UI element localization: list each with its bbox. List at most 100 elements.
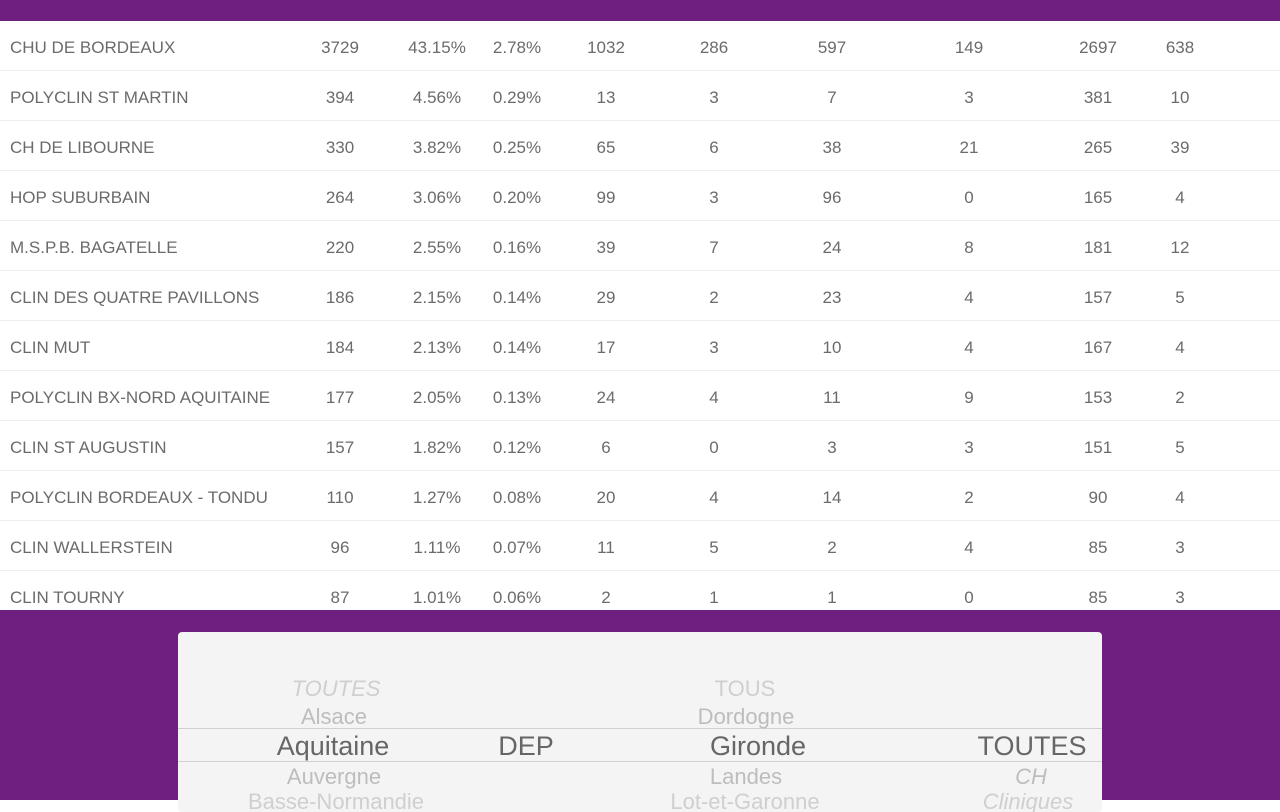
cell-share-percent: 3.82% <box>412 138 462 157</box>
cell-establishment-name: POLYCLIN ST MARTIN <box>10 88 189 107</box>
cell-total-count: 96 <box>330 538 350 557</box>
cell-col-7: 4 <box>964 538 974 557</box>
cell-col-6: 1 <box>827 588 837 607</box>
scope-option-selected[interactable]: DEP <box>498 731 554 761</box>
department-option-below-2[interactable]: Lot-et-Garonne <box>670 789 820 812</box>
cell-share-percent: 2.13% <box>412 338 462 357</box>
department-option-above-1[interactable]: Dordogne <box>697 704 795 729</box>
type-option-selected[interactable]: TOUTES <box>977 731 1087 761</box>
hospital-table[interactable]: CHU DE BORDEAUX 3729 43.15% 2.78% 1032 286 597… <box>0 21 1280 610</box>
row-divider <box>0 120 1280 121</box>
cell-establishment-name: POLYCLIN BX-NORD AQUITAINE <box>10 388 271 407</box>
cell-col-4: 2 <box>601 588 611 607</box>
cell-col-5: 7 <box>709 238 719 257</box>
cell-national-percent: 0.25% <box>492 138 542 157</box>
cell-col-7: 3 <box>964 88 974 107</box>
cell-col-5: 0 <box>709 438 719 457</box>
cell-total-count: 110 <box>326 488 354 507</box>
cell-col-9: 4 <box>1175 488 1185 507</box>
cell-col-8: 165 <box>1083 188 1113 207</box>
cell-national-percent: 0.14% <box>492 338 542 357</box>
cell-total-count: 157 <box>325 438 355 457</box>
cell-col-5: 2 <box>709 288 719 307</box>
row-divider <box>0 170 1280 171</box>
table-row[interactable]: CHU DE BORDEAUX 3729 43.15% 2.78% 1032 286 597… <box>0 21 1280 71</box>
cell-establishment-name: POLYCLIN BORDEAUX - TONDU <box>10 488 268 507</box>
cell-col-8: 181 <box>1083 238 1113 257</box>
table-row[interactable]: POLYCLIN ST MARTIN 394 4.56% 0.29% 13 3 7 3 381 1… <box>0 71 1280 121</box>
cell-col-5: 5 <box>709 538 719 557</box>
cell-establishment-name: CHU DE BORDEAUX <box>10 38 176 57</box>
cell-col-8: 265 <box>1083 138 1113 157</box>
table-row[interactable]: CLIN ST AUGUSTIN 157 1.82% 0.12% 6 0 3 3 151 5 <box>0 421 1280 471</box>
top-bar <box>0 0 1280 21</box>
table-row[interactable]: HOP SUBURBAIN 264 3.06% 0.20% 99 3 96 0 165 4 <box>0 171 1280 221</box>
cell-total-count: 330 <box>325 138 355 157</box>
cell-col-9: 2 <box>1175 388 1185 407</box>
cell-col-8: 381 <box>1083 88 1113 107</box>
type-option-below-2[interactable]: Cliniques <box>982 789 1074 812</box>
cell-total-count: 186 <box>325 288 355 307</box>
cell-col-4: 11 <box>597 538 615 557</box>
table-row[interactable]: POLYCLIN BORDEAUX - TONDU 110 1.27% 0.08% 20… <box>0 471 1280 521</box>
cell-col-4: 29 <box>596 288 616 307</box>
department-option-below-1[interactable]: Landes <box>709 764 783 789</box>
cell-national-percent: 0.16% <box>492 238 542 257</box>
table-row[interactable]: CLIN MUT 184 2.13% 0.14% 17 3 10 4 167 4 <box>0 321 1280 371</box>
cell-col-9: 5 <box>1175 438 1185 457</box>
row-divider <box>0 470 1280 471</box>
cell-national-percent: 0.06% <box>492 588 542 607</box>
cell-col-9: 3 <box>1175 538 1185 557</box>
cell-col-4: 1032 <box>587 38 625 57</box>
row-divider <box>0 420 1280 421</box>
filter-picker[interactable]: TOUTES Alsace Aquitaine Auvergne Basse-N… <box>178 632 1102 812</box>
cell-col-4: 20 <box>596 488 616 507</box>
region-option-below-1[interactable]: Auvergne <box>286 764 382 789</box>
cell-col-9: 10 <box>1170 88 1190 107</box>
cell-share-percent: 4.56% <box>412 88 462 107</box>
row-divider <box>0 270 1280 271</box>
cell-col-7: 21 <box>959 138 979 157</box>
cell-col-8: 167 <box>1083 338 1113 357</box>
table-row[interactable]: M.S.P.B. BAGATELLE 220 2.55% 0.16% 39 7 24 8 181… <box>0 221 1280 271</box>
cell-col-6: 24 <box>822 238 842 257</box>
cell-national-percent: 0.08% <box>492 488 542 507</box>
cell-col-6: 38 <box>822 138 842 157</box>
table-row[interactable]: CLIN DES QUATRE PAVILLONS 186 2.15% 0.14% 29… <box>0 271 1280 321</box>
cell-col-9: 5 <box>1175 288 1185 307</box>
cell-col-5: 1 <box>709 588 719 607</box>
region-option-below-2[interactable]: Basse-Normandie <box>247 789 425 812</box>
table-row[interactable]: CLIN TOURNY 87 1.01% 0.06% 2 1 1 0 85 3 <box>0 571 1280 610</box>
cell-col-4: 6 <box>601 438 611 457</box>
cell-national-percent: 0.07% <box>492 538 542 557</box>
region-option-above-2[interactable]: TOUTES <box>291 676 381 701</box>
cell-col-5: 3 <box>709 338 719 357</box>
row-divider <box>0 370 1280 371</box>
cell-total-count: 184 <box>325 338 355 357</box>
cell-share-percent: 2.15% <box>412 288 462 307</box>
row-divider <box>0 570 1280 571</box>
type-option-below-1[interactable]: CH <box>1015 764 1047 789</box>
cell-share-percent: 3.06% <box>412 188 462 207</box>
cell-total-count: 264 <box>325 188 355 207</box>
cell-national-percent: 0.29% <box>492 88 542 107</box>
table-row[interactable]: CLIN WALLERSTEIN 96 1.11% 0.07% 11 5 2 4 85 3 <box>0 521 1280 571</box>
table-row[interactable]: CH DE LIBOURNE 330 3.82% 0.25% 65 6 38 21 265 39 <box>0 121 1280 171</box>
cell-col-8: 85 <box>1088 538 1108 557</box>
cell-col-4: 39 <box>596 238 616 257</box>
cell-col-4: 13 <box>596 88 616 107</box>
cell-col-7: 8 <box>964 238 974 257</box>
department-option-above-2[interactable]: TOUS <box>714 676 776 701</box>
cell-col-7: 4 <box>964 288 974 307</box>
region-option-selected[interactable]: Aquitaine <box>276 731 390 761</box>
cell-col-8: 90 <box>1088 488 1108 507</box>
cell-national-percent: 0.20% <box>492 188 542 207</box>
cell-col-5: 4 <box>709 388 719 407</box>
cell-col-8: 157 <box>1083 288 1113 307</box>
cell-total-count: 177 <box>325 388 355 407</box>
cell-col-8: 85 <box>1088 588 1108 607</box>
department-option-selected[interactable]: Gironde <box>709 731 807 761</box>
cell-col-6: 14 <box>822 488 842 507</box>
region-option-above-1[interactable]: Alsace <box>300 704 368 729</box>
table-row[interactable]: POLYCLIN BX-NORD AQUITAINE 177 2.05% 0.13% 2… <box>0 371 1280 421</box>
